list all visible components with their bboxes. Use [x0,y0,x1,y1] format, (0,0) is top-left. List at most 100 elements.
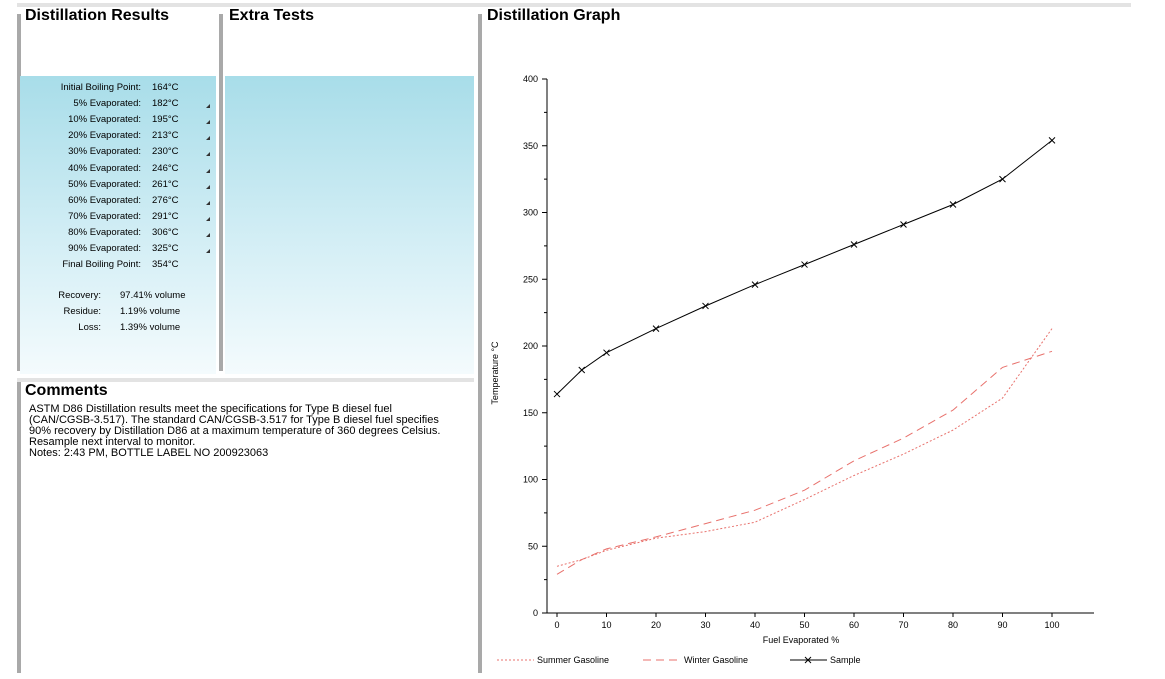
result-value: 182°C [152,98,179,110]
resize-corner-icon[interactable] [206,104,210,109]
resize-corner-icon[interactable] [206,216,210,221]
comment-line: (CAN/CGSB-3.517). The standard CAN/CGSB-… [29,414,439,426]
comment-line: 90% recovery by Distillation D86 at a ma… [29,425,441,437]
legend-label: Winter Gasoline [684,655,748,665]
recovery-row: Residue: 1.19% volume [20,305,216,319]
result-value: 276°C [152,194,179,206]
x-tick-label: 10 [601,620,611,630]
result-label: 10% Evaporated: [68,114,141,126]
data-point [652,325,660,332]
x-tick-label: 20 [651,620,661,630]
resize-corner-icon[interactable] [206,200,210,205]
result-value: 261°C [152,178,179,190]
y-tick-label: 200 [523,341,538,351]
result-label: 90% Evaporated: [68,243,141,254]
recovery-value: 1.39% volume [120,322,181,333]
result-row: Initial Boiling Point: 164°C [20,81,216,95]
result-value: 354°C [152,259,179,271]
recovery-label: Residue: [63,306,102,317]
result-label: 40% Evaporated: [68,162,141,174]
resize-corner-icon[interactable] [206,232,210,237]
result-label: 20% Evaporated: [68,130,141,142]
distillation-results-title: Distillation Results [25,7,170,24]
x-tick-label: 70 [898,620,908,630]
recovery-row: Recovery: 97.41% volume [20,289,216,303]
result-row: 90% Evaporated: 325°C [20,242,216,256]
result-label: 60% Evaporated: [68,194,141,206]
recovery-label: Loss: [78,322,101,333]
x-axis-label: Fuel Evaporated % [763,635,840,645]
comment-line: Resample next interval to monitor. [29,436,196,448]
result-row: 5% Evaporated: 182°C [20,97,216,111]
left-panel-border [17,14,21,371]
data-point [702,302,709,310]
x-tick-label: 50 [799,620,809,630]
x-tick-label: 0 [554,620,559,630]
y-tick-label: 250 [523,274,538,284]
y-tick-label: 0 [533,608,538,618]
data-point [900,221,907,228]
point-mark [751,281,759,288]
point-mark [1048,137,1056,144]
resize-corner-icon[interactable] [206,184,210,189]
x-tick-label: 30 [700,620,710,630]
result-row: 20% Evaporated: 213°C [20,129,216,143]
legend-label: Summer Gasoline [537,655,609,665]
top-divider [17,3,1131,7]
resize-corner-icon[interactable] [206,152,210,157]
result-value: 230°C [152,146,179,158]
extra-tests-border [219,14,223,371]
y-tick-label: 350 [523,141,538,151]
result-row: 60% Evaporated: 276°C [20,194,216,208]
distillation-results-panel: Initial Boiling Point: 164°C 5% Evaporated… [20,76,216,374]
recovery-value: 97.41% volume [120,290,186,301]
x-tick-label: 40 [750,620,760,630]
point-mark [553,390,561,398]
series-line-0 [556,328,1053,567]
point-mark [603,349,610,357]
data-point [578,366,586,374]
result-value: 213°C [152,130,179,142]
y-tick-label: 300 [523,208,538,218]
resize-corner-icon[interactable] [206,249,210,253]
result-label: 80% Evaporated: [68,226,141,238]
result-label: 70% Evaporated: [68,210,141,222]
data-point [850,241,858,248]
result-row: 80% Evaporated: 306°C [20,226,216,240]
resize-corner-icon[interactable] [206,120,210,125]
data-point [999,175,1006,183]
result-value: 291°C [152,210,179,222]
x-tick-label: 90 [997,620,1007,630]
extra-tests-title: Extra Tests [229,7,315,24]
comment-line: ASTM D86 Distillation results meet the s… [29,403,392,415]
x-tick-label: 60 [849,620,859,630]
data-point [949,201,957,208]
point-mark [652,325,660,332]
comment-notes: Notes: 2:43 PM, BOTTLE LABEL NO 20092306… [29,447,269,459]
graph-panel-border [478,14,482,673]
result-row: 40% Evaporated: 246°C [20,162,216,176]
result-label: Final Boiling Point: [62,259,141,271]
y-axis-label: Temperature °C [490,341,500,405]
point-mark [801,261,808,268]
recovery-value: 1.19% volume [120,306,181,317]
series-line-1 [556,350,1053,575]
data-point [751,281,759,288]
result-row: 50% Evaporated: 261°C [20,178,216,192]
y-tick-label: 50 [528,541,538,551]
result-value: 306°C [152,226,179,238]
series-line-2 [556,140,1053,395]
result-label: 50% Evaporated: [68,178,141,190]
result-row: 70% Evaporated: 291°C [20,210,216,224]
result-value: 325°C [152,243,179,254]
result-label: Initial Boiling Point: [60,82,141,93]
result-label: 30% Evaporated: [68,146,141,158]
resize-corner-icon[interactable] [206,136,210,141]
point-mark [578,366,586,374]
point-mark [900,221,907,228]
point-mark [999,175,1006,183]
data-point [603,349,610,357]
comments-left-border [17,381,21,673]
resize-corner-icon[interactable] [206,168,210,173]
